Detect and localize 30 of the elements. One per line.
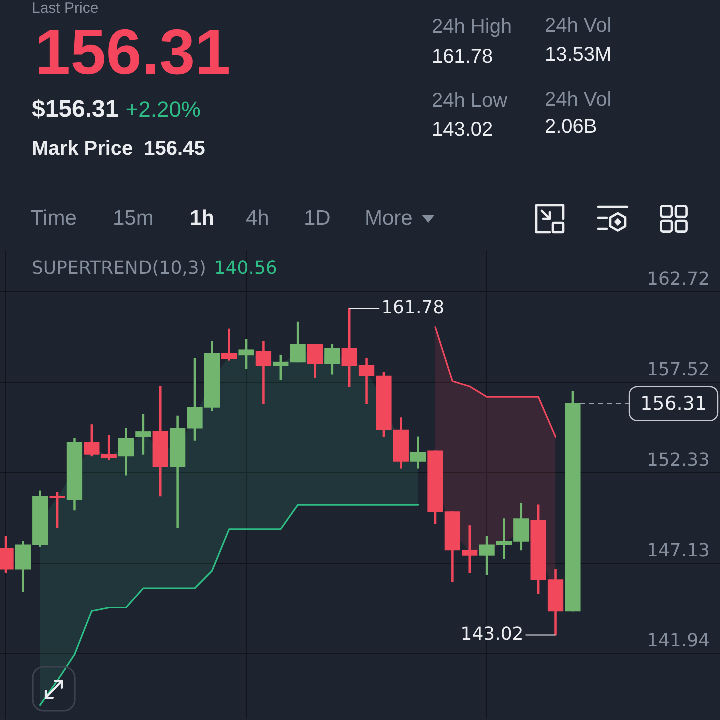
annotation: 140.56 [214,258,278,280]
annotation: 143.02 [460,624,524,645]
text: 1D [304,206,331,232]
text: 156.45 [144,137,206,161]
annotation: SUPERTREND(10,3) [32,258,206,280]
chart-subtitle: Last Price [32,0,99,18]
text: 24h High [432,15,512,39]
text: Mark Price [32,137,134,161]
text: 143.02 [432,118,494,142]
y-tick-label: 157.52 [647,359,710,380]
text: 161.78 [432,45,494,69]
y-tick-label: 152.33 [647,450,710,471]
y-tick-label: 147.13 [647,540,710,562]
text: +2.20% [126,96,201,124]
text: 1h [190,206,215,232]
y-tick-label: 162.72 [647,268,710,290]
text: More [365,206,413,232]
annotation: 161.78 [382,297,445,318]
text: $156.31 [32,96,119,124]
text: 24h Vol [545,14,612,38]
text: 24h Low [432,89,508,113]
chart-title: 156.31 [35,15,231,90]
text: 4h [246,206,270,232]
text: 24h Vol [545,88,612,112]
text: 15m [113,206,154,232]
text: 13.53M [545,43,612,67]
text: 2.06B [545,115,598,139]
y-tick-label: 141.94 [647,630,710,652]
ref-line-label: 156.31 [640,392,707,415]
text: Time [31,206,77,232]
